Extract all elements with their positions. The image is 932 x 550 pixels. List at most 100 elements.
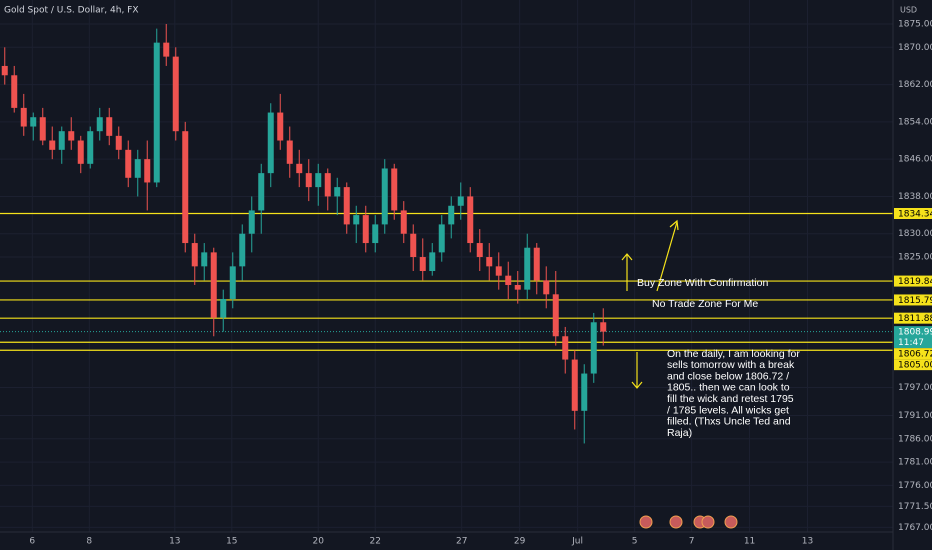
candle-body bbox=[524, 247, 531, 290]
y-tick-label: 1797.00 bbox=[898, 383, 932, 393]
candle-body bbox=[106, 117, 113, 136]
level-label: 1819.84 bbox=[898, 277, 932, 287]
level-tag bbox=[894, 348, 932, 360]
level-tag bbox=[894, 294, 932, 306]
candle-body bbox=[30, 117, 37, 127]
last-price-label: 1808.99 bbox=[898, 327, 932, 337]
chart-title: Gold Spot / U.S. Dollar, 4h, FX bbox=[4, 6, 139, 16]
candle-body bbox=[11, 75, 18, 108]
candle-body bbox=[125, 149, 132, 178]
candle-body bbox=[239, 233, 246, 267]
candle-body bbox=[448, 205, 455, 225]
candle-body bbox=[115, 135, 122, 150]
candle-body bbox=[362, 215, 369, 244]
y-tick-label: 1791.00 bbox=[898, 411, 932, 421]
candle-body bbox=[495, 266, 502, 276]
candle-body bbox=[514, 284, 521, 290]
x-tick-label: 8 bbox=[86, 537, 92, 547]
candle-body bbox=[296, 163, 303, 174]
x-tick-label: 20 bbox=[313, 537, 325, 547]
arrow-head bbox=[621, 253, 633, 261]
candle-body bbox=[543, 280, 550, 295]
candle-body bbox=[144, 159, 151, 183]
x-tick-label: 7 bbox=[689, 537, 695, 547]
candle-body bbox=[258, 173, 265, 211]
note-line: 1805.. then we can look to bbox=[667, 382, 790, 394]
candle-body bbox=[39, 117, 46, 141]
candle-body bbox=[20, 107, 27, 127]
candle-body bbox=[419, 257, 426, 272]
candle-body bbox=[334, 187, 341, 197]
x-tick-label: 27 bbox=[456, 537, 467, 547]
y-tick-label: 1767.00 bbox=[898, 523, 932, 533]
arrow bbox=[656, 221, 678, 292]
candle-body bbox=[68, 131, 75, 141]
candle-body bbox=[153, 42, 160, 183]
grid bbox=[0, 0, 893, 532]
x-tick-label: 11 bbox=[744, 537, 755, 547]
last-price-tag bbox=[894, 326, 932, 349]
y-tick-label: 1854.00 bbox=[898, 117, 932, 127]
candle-body bbox=[96, 117, 103, 132]
arrow-head bbox=[631, 381, 643, 389]
event-icon[interactable] bbox=[669, 515, 683, 529]
candle-body bbox=[1, 65, 8, 76]
y-tick-label: 1771.50 bbox=[898, 502, 932, 512]
currency-label: USD bbox=[900, 6, 917, 15]
candle-body bbox=[353, 215, 360, 225]
arrow-head bbox=[669, 219, 679, 231]
annotation: Buy Zone With Confirmation bbox=[637, 277, 768, 289]
note-line: / 1785 levels. All wicks get bbox=[667, 404, 789, 416]
candle-body bbox=[600, 322, 607, 332]
note-line: and close below 1806.72 / bbox=[667, 370, 789, 382]
level-label: 1805.00 bbox=[898, 360, 932, 370]
annotation: No Trade Zone For Me bbox=[652, 298, 758, 310]
note-line: filled. (Thxs Uncle Ted and bbox=[667, 416, 791, 428]
x-tick-label: 13 bbox=[169, 537, 180, 547]
y-tick-label: 1838.00 bbox=[898, 192, 932, 202]
levels bbox=[0, 212, 893, 351]
candle-body bbox=[571, 359, 578, 411]
x-tick-label: 22 bbox=[370, 537, 381, 547]
y-tick-label: 1875.00 bbox=[898, 20, 932, 30]
note-line: Raja) bbox=[667, 427, 692, 439]
event-icon[interactable] bbox=[724, 515, 738, 529]
x-tick-label: 5 bbox=[632, 537, 638, 547]
x-tick-label: 29 bbox=[514, 537, 526, 547]
level-tag bbox=[894, 359, 932, 371]
y-tick-label: 1862.00 bbox=[898, 80, 932, 90]
y-tick-label: 1781.00 bbox=[898, 458, 932, 468]
candle-body bbox=[410, 233, 417, 258]
x-tick-label: Jul bbox=[571, 537, 583, 547]
candle-body bbox=[438, 224, 445, 253]
candles bbox=[1, 24, 607, 444]
candle-body bbox=[590, 322, 597, 374]
level-label: 1834.34 bbox=[898, 209, 932, 219]
candle-body bbox=[220, 298, 227, 318]
event-icon[interactable] bbox=[639, 515, 653, 529]
candle-body bbox=[343, 187, 350, 225]
candle-body bbox=[315, 173, 322, 188]
x-tick-label: 6 bbox=[29, 537, 35, 547]
x-tick-label: 13 bbox=[802, 537, 813, 547]
candle-body bbox=[134, 159, 141, 178]
candle-body bbox=[305, 173, 312, 188]
level-tag bbox=[894, 312, 932, 324]
candle-body bbox=[372, 224, 379, 244]
candle-body bbox=[505, 275, 512, 285]
candle-body bbox=[552, 294, 559, 337]
level-tag bbox=[894, 207, 932, 219]
countdown-label: 11:47 bbox=[898, 338, 924, 348]
event-icon[interactable] bbox=[701, 515, 715, 529]
y-tick-label: 1830.00 bbox=[898, 229, 932, 239]
candle-body bbox=[267, 112, 274, 174]
note-line: sells tomorrow with a break bbox=[667, 359, 795, 371]
level-tag bbox=[894, 275, 932, 287]
candle-body bbox=[429, 252, 436, 272]
arrows bbox=[621, 219, 679, 389]
candle-body bbox=[476, 243, 483, 258]
candle-body bbox=[172, 56, 179, 132]
